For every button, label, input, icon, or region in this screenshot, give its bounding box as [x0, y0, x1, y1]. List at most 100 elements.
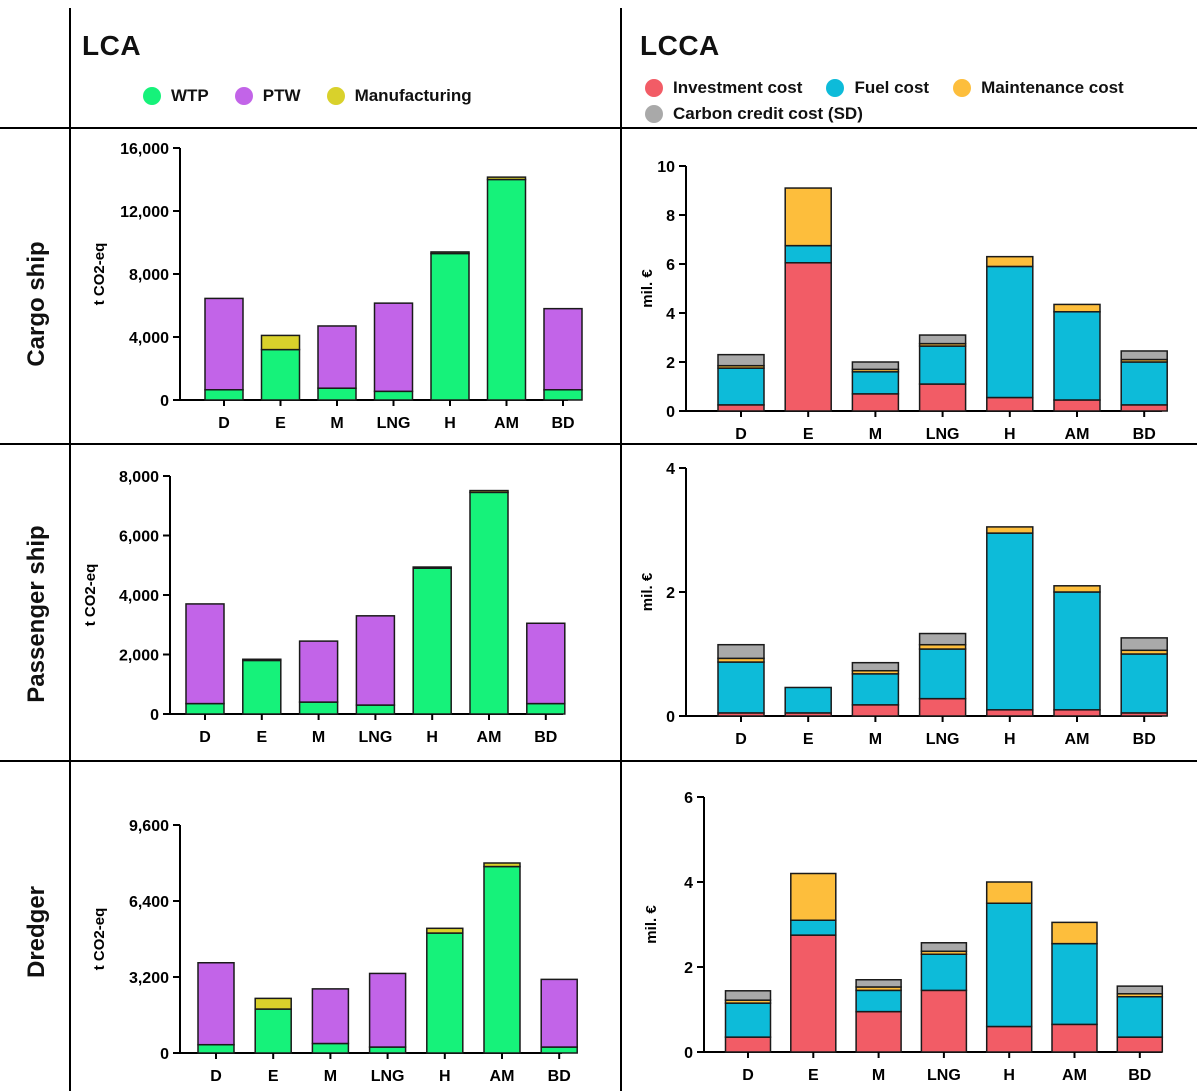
passenger-lcca-ytick-label: 0	[666, 709, 675, 726]
passenger-lcca-bar-d-s1	[717, 661, 765, 714]
passenger-lca-xtick-label: LNG	[359, 729, 393, 746]
lca-legend: WTP PTW Manufacturing	[143, 83, 603, 109]
cargo-lcca-xtick-label: H	[1004, 426, 1016, 443]
cargo-lcca-bar-bd-s1	[1120, 361, 1168, 406]
dredger-lca-ytick-label: 6,400	[129, 894, 169, 911]
passenger-lcca-ytick-label: 2	[666, 585, 675, 602]
passenger-lca-bar-e-s2	[242, 658, 282, 662]
dredger-lcca-bar-d-s0	[724, 1036, 772, 1053]
cargo-lca-bar-lng-s1	[373, 302, 414, 393]
cargo-lcca-ytick-label: 2	[666, 355, 675, 372]
cargo-lcca-xtick-label: AM	[1065, 426, 1090, 443]
cargo-lcca-bar-m-s0	[851, 393, 900, 412]
dredger-lca-bar-d-s0	[197, 1043, 235, 1054]
passenger-lcca-bar-lng-s0	[918, 697, 967, 717]
passenger-lcca-bar-d-s3	[717, 643, 765, 660]
cargo-lcca-xtick-label: BD	[1133, 426, 1156, 443]
legend-swatch-carbon	[645, 105, 663, 123]
legend-item-ptw: PTW	[234, 83, 301, 109]
dredger-lcca-bar-d-s1	[724, 1002, 772, 1038]
cargo-lcca-bar-am-s0	[1053, 399, 1101, 412]
dredger-lcca-bar-d-s3	[724, 990, 772, 1001]
cargo-lca-ytick-label: 8,000	[129, 267, 169, 284]
lcca-legend: Investment cost Fuel cost Maintenance co…	[645, 75, 1190, 127]
dredger-lcca-bar-e-s0	[790, 934, 837, 1053]
cargo-lca-bar-m-s1	[317, 325, 357, 389]
cargo-lca-xtick-label: LNG	[377, 415, 411, 432]
dredger-lcca-bar-m-s0	[855, 1010, 902, 1053]
dredger-lca-xtick-label: LNG	[371, 1068, 405, 1085]
cargo-lcca-bar-h-s1	[986, 265, 1034, 399]
passenger-lca-bar-bd-s0	[526, 702, 566, 715]
passenger-lca-ytick-label: 8,000	[119, 469, 159, 486]
legend-item-manufacturing: Manufacturing	[326, 83, 472, 109]
passenger-lca-bar-h-s2	[412, 566, 452, 569]
dredger-lcca-bar-am-s2	[1051, 921, 1098, 945]
legend-label-investment: Investment cost	[673, 78, 803, 97]
dredger-lcca-bar-am-s1	[1051, 942, 1098, 1026]
passenger-lcca-xtick-label: E	[803, 731, 814, 748]
cargo-lcca-bar-lng-s0	[918, 383, 967, 412]
cargo-lca-bar-h-s2	[430, 251, 470, 255]
cargo-lcca-xtick-label: LNG	[926, 426, 960, 443]
dredger-lcca-ylabel: mil. €	[643, 905, 660, 944]
cargo-lcca-ytick-label: 4	[666, 306, 675, 323]
frame-vertical-mid	[620, 8, 622, 1091]
passenger-lca-xtick-label: AM	[477, 729, 502, 746]
dredger-lcca-bar-h-s1	[985, 902, 1033, 1028]
passenger-lca-bar-d-s1	[185, 603, 225, 705]
dredger-lcca-bar-m-s1	[855, 989, 902, 1013]
cargo-lcca-xtick-label: D	[735, 426, 747, 443]
legend-label-maintenance: Maintenance cost	[981, 78, 1124, 97]
legend-label-manufacturing: Manufacturing	[354, 86, 472, 105]
passenger-lca-xtick-label: H	[426, 729, 438, 746]
dredger-lcca-bar-e-s2	[790, 872, 837, 921]
cargo-lcca-ytick-label: 6	[666, 257, 675, 274]
dredger-lcca-bar-lng-s1	[920, 953, 968, 992]
cargo-lcca-bar-m-s3	[851, 361, 900, 371]
cargo-lcca-ytick-label: 0	[666, 404, 675, 421]
dredger-lcca-xtick-label: H	[1003, 1067, 1015, 1084]
passenger-lca-ytick-label: 4,000	[119, 588, 159, 605]
dredger-lca-ytick-label: 9,600	[129, 818, 169, 835]
dredger-lcca-bar-bd-s0	[1116, 1036, 1164, 1053]
passenger-lcca-bar-am-s1	[1053, 591, 1101, 711]
dredger-lcca-bar-e-s1	[790, 919, 837, 936]
passenger-lcca-ytick-label: 4	[666, 461, 675, 478]
frame-horizontal-2	[0, 443, 1197, 445]
cargo-lca-bar-d-s0	[204, 389, 244, 401]
cargo-lcca-bar-am-s2	[1053, 303, 1101, 313]
passenger-lcca-bar-lng-s3	[918, 632, 967, 646]
dredger-lca-ylabel: t CO2-eq	[91, 908, 108, 971]
lcca-header: LCCA	[640, 30, 720, 61]
dredger-lcca-xtick-label: AM	[1062, 1067, 1087, 1084]
cargo-lca-bar-am-s2	[486, 176, 527, 181]
passenger-lca-bar-lng-s1	[355, 615, 396, 706]
cargo-lca-ytick-label: 4,000	[129, 330, 169, 347]
cargo-lcca-bar-h-s0	[986, 396, 1034, 412]
passenger-lcca-xtick-label: M	[869, 731, 882, 748]
dredger-lca-xtick-label: BD	[548, 1068, 571, 1085]
cargo-lca-bar-e-s2	[260, 334, 301, 351]
lca-header: LCA	[82, 30, 142, 61]
dredger-lca-bar-lng-s0	[368, 1046, 407, 1054]
dredger-lca-xtick-label: D	[210, 1068, 222, 1085]
dredger-lcca-xtick-label: D	[742, 1067, 754, 1084]
dredger-lcca-bar-bd-s3	[1116, 985, 1164, 995]
legend-swatch-maintenance	[953, 79, 972, 97]
passenger-lca-xtick-label: D	[199, 729, 211, 746]
passenger-lca-bar-e-s0	[242, 659, 282, 715]
cargo-lcca-bar-e-s1	[784, 244, 832, 264]
cargo-lcca-bar-e-s0	[784, 262, 832, 412]
dredger-lcca-bar-lng-s3	[920, 942, 968, 953]
passenger-lca-ytick-label: 2,000	[119, 648, 159, 665]
cargo-lcca-bar-d-s3	[717, 353, 765, 367]
cargo-lcca-bar-m-s1	[851, 371, 900, 395]
dredger-lcca-xtick-label: LNG	[927, 1067, 961, 1084]
cargo-lcca-xtick-label: M	[869, 426, 882, 443]
dredger-lca-xtick-label: AM	[490, 1068, 515, 1085]
cargo-lca-bar-lng-s0	[373, 390, 414, 401]
legend-item-maintenance: Maintenance cost	[953, 75, 1124, 101]
passenger-lca-xtick-label: BD	[534, 729, 557, 746]
passenger-lca-bar-lng-s0	[355, 704, 396, 715]
